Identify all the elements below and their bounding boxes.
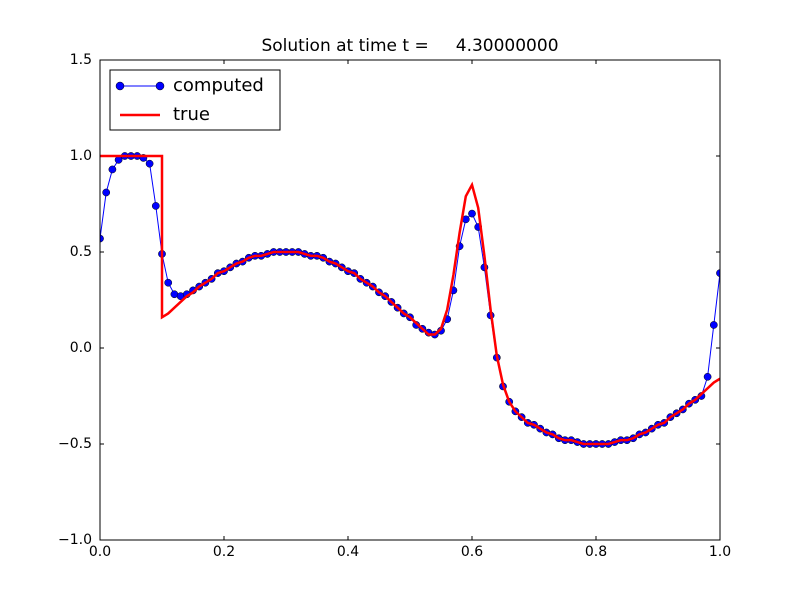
legend-label: true (173, 104, 210, 125)
marker (468, 209, 476, 218)
marker (164, 278, 173, 287)
y-tick-label: 1.5 (70, 52, 92, 68)
x-tick-label: 0.2 (213, 544, 235, 560)
marker (716, 269, 720, 277)
x-tick-label: 0.4 (337, 544, 359, 560)
y-tick-label: −1.0 (58, 532, 92, 548)
y-tick-label: −0.5 (58, 436, 92, 452)
y-tick-label: 0.5 (70, 244, 92, 260)
y-tick-label: 1.0 (70, 148, 92, 164)
marker (151, 202, 160, 210)
marker (703, 372, 712, 381)
marker (145, 159, 154, 168)
chart-title: Solution at time t = 4.30000000 (261, 36, 558, 56)
marker (709, 321, 718, 329)
axes-frame (99, 59, 721, 541)
legend-marker (155, 81, 165, 91)
legend-box (109, 69, 281, 131)
marker (108, 165, 117, 174)
x-tick-label: 1.0 (709, 544, 731, 560)
legend-label: computed (173, 75, 264, 96)
x-tick-label: 0.6 (461, 544, 483, 560)
plot-area (100, 60, 720, 540)
marker (114, 155, 123, 164)
series-true (100, 154, 720, 446)
legend-marker (115, 81, 125, 91)
marker (102, 188, 111, 197)
x-tick-label: 0.0 (89, 544, 111, 560)
x-tick-label: 0.8 (585, 544, 607, 560)
series-line (100, 154, 720, 446)
y-tick-label: 0.0 (70, 340, 92, 356)
